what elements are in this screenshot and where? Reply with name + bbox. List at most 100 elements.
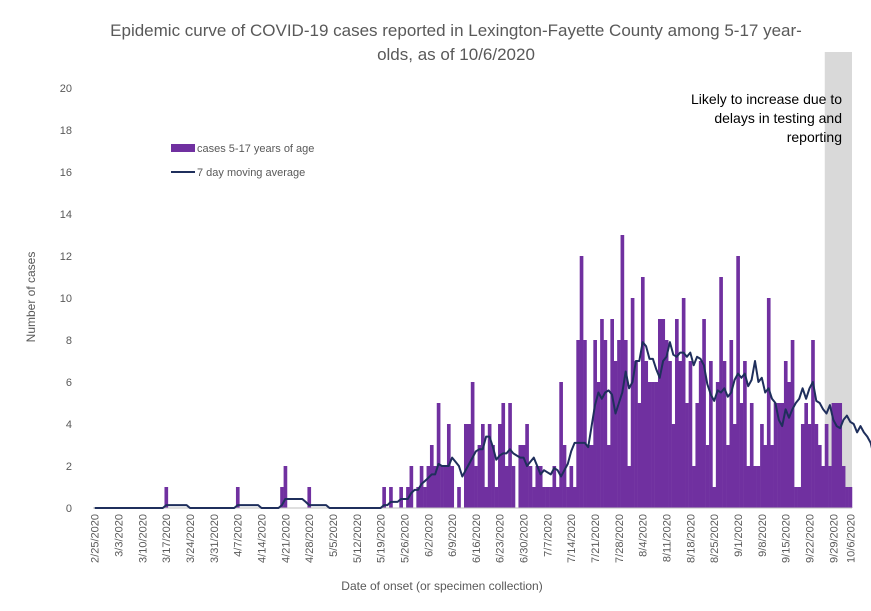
x-tick-label: 5/5/2020 xyxy=(328,514,340,557)
case-bar xyxy=(848,487,853,508)
case-bar xyxy=(569,466,574,508)
x-tick-label: 9/22/2020 xyxy=(805,514,817,563)
x-tick-label: 5/26/2020 xyxy=(399,514,411,563)
case-bar xyxy=(566,487,570,508)
bar-series-cases xyxy=(164,235,853,508)
case-bar xyxy=(382,487,386,508)
y-tick-label: 6 xyxy=(66,377,72,389)
case-bar xyxy=(399,487,403,508)
case-bar xyxy=(562,445,567,508)
case-bar xyxy=(583,340,587,508)
case-bar xyxy=(770,445,774,508)
case-bar xyxy=(671,424,676,508)
case-bar xyxy=(780,403,785,508)
chart-title-line-1: Epidemic curve of COVID-19 cases reporte… xyxy=(110,21,802,40)
case-bar xyxy=(715,382,720,508)
case-bar xyxy=(501,403,506,508)
case-bar xyxy=(511,466,516,508)
case-bar xyxy=(164,487,169,508)
y-tick-label: 4 xyxy=(66,419,72,431)
case-bar xyxy=(596,382,601,508)
case-bar xyxy=(426,466,431,508)
case-bar xyxy=(722,361,727,508)
case-bar xyxy=(729,340,734,508)
case-bar xyxy=(817,445,822,508)
x-tick-label: 8/4/2020 xyxy=(638,514,650,557)
case-bar xyxy=(389,487,393,508)
case-bar xyxy=(763,445,768,508)
case-bar xyxy=(518,445,523,508)
case-bar xyxy=(606,445,611,508)
chart-title-line-2: olds, as of 10/6/2020 xyxy=(377,45,535,64)
case-bar xyxy=(668,361,672,508)
case-bar xyxy=(528,466,533,508)
case-bar xyxy=(739,403,744,508)
case-bar xyxy=(800,424,805,508)
case-bar xyxy=(487,424,492,508)
case-bar xyxy=(838,403,843,508)
case-bar xyxy=(545,487,550,508)
x-tick-label: 6/30/2020 xyxy=(519,514,531,563)
case-bar xyxy=(463,424,468,508)
x-tick-label: 7/14/2020 xyxy=(566,514,578,563)
x-tick-label: 9/8/2020 xyxy=(757,514,769,557)
case-bar xyxy=(634,361,638,508)
y-tick-label: 18 xyxy=(60,125,72,137)
case-bar xyxy=(600,319,604,508)
case-bar xyxy=(552,466,557,508)
y-tick-label: 10 xyxy=(60,293,72,305)
case-bar xyxy=(491,445,495,508)
x-tick-label: 10/6/2020 xyxy=(845,514,857,563)
y-tick-label: 8 xyxy=(66,335,72,347)
case-bar xyxy=(790,340,795,508)
case-bar xyxy=(610,319,614,508)
case-bar xyxy=(766,298,771,508)
case-bar xyxy=(783,361,788,508)
case-bar xyxy=(834,403,839,508)
case-bar xyxy=(681,298,686,508)
case-bar xyxy=(477,445,482,508)
case-bar xyxy=(579,256,584,508)
x-tick-label: 9/15/2020 xyxy=(781,514,793,563)
x-tick-label: 6/2/2020 xyxy=(423,514,435,557)
case-bar xyxy=(647,382,652,508)
case-bar xyxy=(749,403,754,508)
case-bar xyxy=(661,319,666,508)
case-bar xyxy=(695,403,700,508)
case-bar xyxy=(709,361,713,508)
x-tick-label: 9/1/2020 xyxy=(733,514,745,557)
x-tick-label: 7/28/2020 xyxy=(614,514,626,563)
case-bar xyxy=(498,424,502,508)
y-tick-label: 14 xyxy=(60,209,72,221)
x-tick-label: 3/24/2020 xyxy=(185,514,197,563)
case-bar xyxy=(678,361,683,508)
case-bar xyxy=(586,445,591,508)
case-bar xyxy=(743,361,747,508)
case-bar xyxy=(828,466,832,508)
case-bar xyxy=(440,466,444,508)
case-bar xyxy=(773,403,778,508)
case-bar xyxy=(538,466,543,508)
case-bar xyxy=(617,340,621,508)
case-bar xyxy=(532,487,536,508)
x-tick-label: 4/14/2020 xyxy=(257,514,269,563)
x-tick-label: 4/21/2020 xyxy=(280,514,292,563)
case-bar xyxy=(409,466,414,508)
case-bar xyxy=(443,466,448,508)
x-tick-label: 5/12/2020 xyxy=(352,514,364,563)
x-tick-label: 3/3/2020 xyxy=(114,514,126,557)
case-bar xyxy=(746,466,751,508)
case-bar xyxy=(821,466,826,508)
y-tick-label: 12 xyxy=(60,251,72,263)
case-bar xyxy=(814,424,819,508)
case-bar xyxy=(811,340,815,508)
case-bar xyxy=(698,361,703,508)
x-tick-label: 4/28/2020 xyxy=(304,514,316,563)
case-bar xyxy=(620,235,625,508)
legend-label-bars: cases 5-17 years of age xyxy=(197,143,314,155)
case-bar xyxy=(807,424,812,508)
legend-label-line: 7 day moving average xyxy=(197,167,305,179)
y-tick-label: 2 xyxy=(66,461,72,473)
x-tick-label: 6/23/2020 xyxy=(495,514,507,563)
